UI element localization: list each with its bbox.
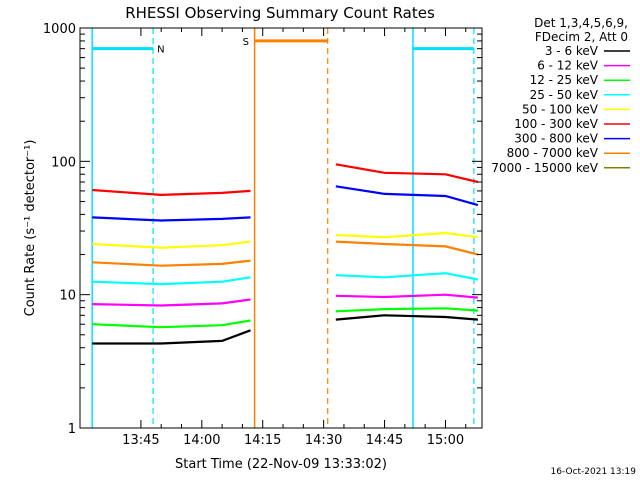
- series-line: [335, 314, 478, 321]
- series-line: [335, 231, 479, 239]
- series-line: [92, 188, 251, 197]
- series-line: [335, 272, 479, 281]
- legend-label: 300 - 800 keV: [514, 132, 598, 146]
- instrument-state-bars: NS: [91, 28, 475, 428]
- y-tick-label: 1: [68, 422, 76, 437]
- state-label: N: [157, 45, 164, 56]
- plot-frame: [79, 27, 483, 429]
- x-tick-label: 14:00: [183, 433, 220, 448]
- y-tick-label: 10: [59, 289, 76, 304]
- legend: Det 1,3,4,5,6,9, FDecim 2, Att 0 3 - 6 k…: [491, 16, 630, 175]
- series-line: [92, 298, 251, 307]
- legend-label: 50 - 100 keV: [522, 102, 599, 116]
- x-axis-label: Start Time (22-Nov-09 13:33:02): [175, 457, 387, 472]
- legend-label: 25 - 50 keV: [530, 88, 599, 102]
- series-line: [92, 329, 251, 345]
- x-tick-label: 14:30: [305, 433, 342, 448]
- series-line: [92, 259, 251, 267]
- x-tick-label: 15:00: [427, 433, 464, 448]
- series-line: [335, 293, 478, 299]
- legend-header-2: FDecim 2, Att 0: [535, 30, 628, 44]
- y-tick-label: 1000: [43, 22, 76, 37]
- legend-label: 100 - 300 keV: [514, 117, 598, 131]
- legend-label: 800 - 7000 keV: [507, 146, 599, 160]
- series-line: [92, 216, 251, 222]
- x-tick-label: 13:45: [122, 433, 159, 448]
- axes: 13:45 14:00 14:15 14:30 14:45 15:00 1 10 100 1000: [43, 22, 482, 448]
- x-tick-label: 14:45: [366, 433, 403, 448]
- series-line: [335, 185, 479, 207]
- legend-header-1: Det 1,3,4,5,6,9,: [534, 16, 628, 30]
- series-line: [92, 240, 251, 249]
- legend-label: 7000 - 15000 keV: [491, 161, 598, 175]
- y-tick-label: 100: [51, 155, 76, 170]
- series-line: [335, 307, 478, 313]
- series-line: [335, 163, 479, 184]
- state-label: S: [243, 37, 249, 48]
- legend-label: 3 - 6 keV: [545, 44, 599, 58]
- legend-label: 6 - 12 keV: [537, 59, 599, 73]
- chart-title: RHESSI Observing Summary Count Rates: [125, 4, 435, 22]
- series-layer: [92, 163, 479, 345]
- series-line: [92, 276, 251, 286]
- x-tick-label: 14:15: [244, 433, 281, 448]
- plot-timestamp: 16-Oct-2021 13:19: [551, 467, 637, 477]
- y-axis-label: Count Rate (s⁻¹ detector⁻¹): [23, 140, 38, 317]
- legend-label: 12 - 25 keV: [530, 73, 599, 87]
- series-line: [92, 319, 251, 329]
- series-line: [335, 240, 479, 256]
